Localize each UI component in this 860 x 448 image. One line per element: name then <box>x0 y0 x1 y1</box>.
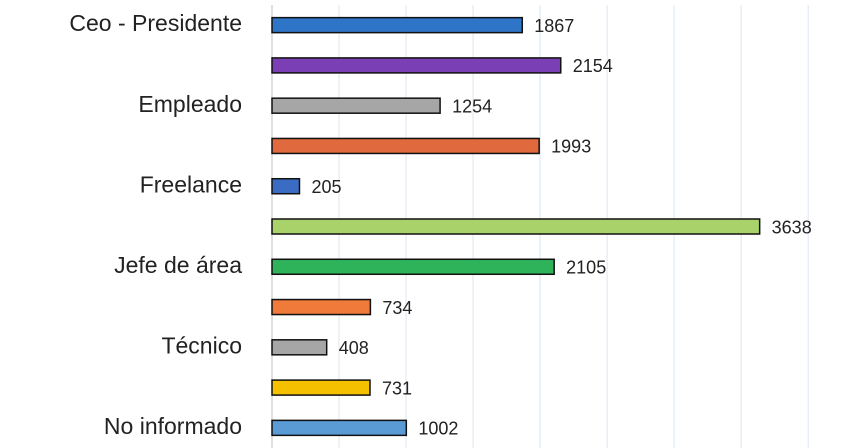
y-tick-label: No informado <box>104 413 242 439</box>
y-tick-label: Ceo - Presidente <box>69 10 242 36</box>
value-label: 3638 <box>772 217 812 237</box>
y-tick-label: Jefe de área <box>114 252 242 278</box>
value-label: 205 <box>311 177 341 197</box>
value-label: 2105 <box>566 258 606 278</box>
bar <box>271 379 371 396</box>
bar <box>271 298 372 316</box>
value-label: 2154 <box>573 56 613 76</box>
bar <box>271 339 328 356</box>
bar <box>271 258 555 276</box>
bar <box>271 16 524 34</box>
value-label: 734 <box>382 298 412 318</box>
y-tick-label: Empleado <box>138 91 242 117</box>
bar <box>271 97 441 114</box>
bar <box>271 177 301 195</box>
value-label: 408 <box>339 338 369 358</box>
bar <box>271 419 408 437</box>
bar <box>271 137 540 155</box>
value-label: 1002 <box>418 419 458 439</box>
y-tick-label: Freelance <box>140 171 242 197</box>
y-tick-label: Técnico <box>161 332 242 358</box>
value-label: 1867 <box>534 16 574 36</box>
value-label: 1254 <box>452 96 492 116</box>
value-label: 1993 <box>551 137 591 157</box>
value-label: 731 <box>382 378 412 398</box>
bar <box>271 218 761 235</box>
bar <box>271 57 562 74</box>
